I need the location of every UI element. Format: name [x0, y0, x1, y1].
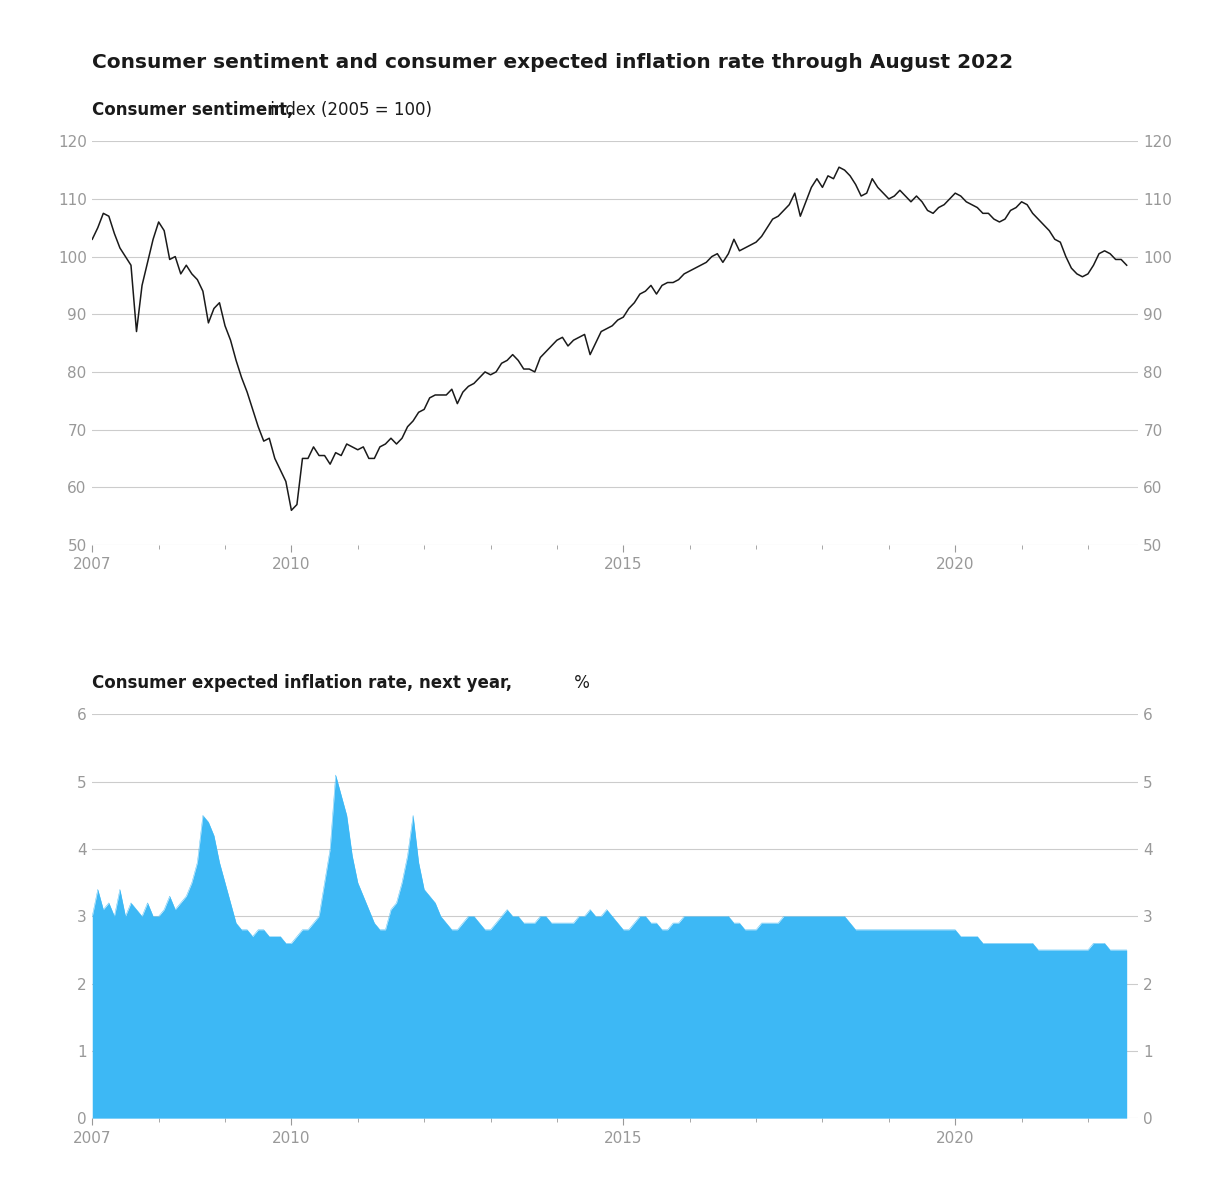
- Text: Consumer sentiment and consumer expected inflation rate through August 2022: Consumer sentiment and consumer expected…: [92, 53, 1014, 72]
- Text: %: %: [569, 674, 590, 692]
- Text: Consumer sentiment,: Consumer sentiment,: [92, 101, 294, 119]
- Text: Consumer expected inflation rate, next year,: Consumer expected inflation rate, next y…: [92, 674, 513, 692]
- Text: index (2005 = 100): index (2005 = 100): [264, 101, 432, 119]
